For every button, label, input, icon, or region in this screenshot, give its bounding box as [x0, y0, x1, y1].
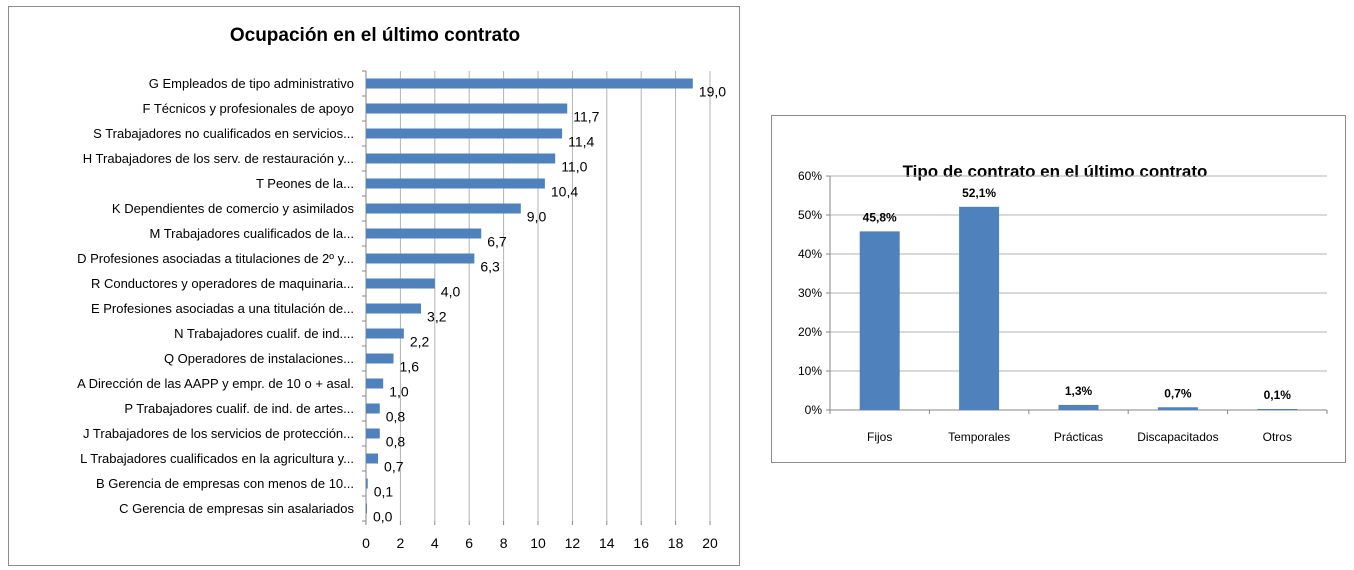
category-label: Fijos	[867, 430, 892, 444]
value-label: 6,3	[480, 259, 500, 275]
bar	[959, 206, 1000, 410]
category-label: P Trabajadores cualif. de ind. de artes.…	[124, 401, 354, 416]
x-tick-label: 10	[530, 535, 546, 551]
bar	[366, 278, 435, 289]
value-label: 52,1%	[962, 186, 996, 200]
bar	[366, 178, 545, 189]
bar	[366, 328, 404, 339]
bar	[366, 303, 422, 314]
occupation-chart: Ocupación en el último contrato 0 2 4 6 8 10 1…	[8, 6, 740, 566]
value-label: 6,7	[487, 234, 507, 250]
bar	[859, 231, 900, 410]
category-label: Prácticas	[1054, 430, 1103, 444]
bar	[366, 203, 521, 214]
x-tick-label: 12	[565, 535, 581, 551]
bar	[1157, 407, 1198, 410]
bar	[366, 253, 475, 264]
value-label: 1,3%	[1065, 384, 1093, 398]
occupation-chart-title: Ocupación en el último contrato	[230, 25, 520, 46]
category-label: H Trabajadores de los serv. de restaurac…	[83, 151, 354, 166]
value-label: 1,0	[389, 384, 409, 400]
x-tick-label: 6	[465, 535, 473, 551]
x-tick-label: 18	[668, 535, 684, 551]
category-label: Otros	[1263, 430, 1292, 444]
bar	[366, 403, 380, 414]
bar	[366, 78, 693, 89]
category-label: E Profesiones asociadas a una titulación…	[91, 301, 354, 316]
category-label: L Trabajadores cualificados en la agricu…	[80, 451, 354, 466]
bar	[366, 503, 367, 514]
value-label: 11,0	[561, 159, 587, 175]
category-label: R Conductores y operadores de maquinaria…	[91, 276, 354, 291]
category-label: N Trabajadores cualif. de ind....	[174, 326, 354, 341]
value-label: 4,0	[441, 284, 461, 300]
bar	[366, 103, 568, 114]
contract-type-chart-title: Tipo de contrato en el último contrato	[903, 162, 1208, 181]
bar	[366, 453, 379, 464]
category-label: T Peones de la...	[256, 176, 354, 191]
bar	[366, 153, 556, 164]
category-label: S Trabajadores no cualificados en servic…	[93, 126, 354, 141]
value-label: 11,7	[573, 109, 599, 125]
value-label: 45,8%	[863, 210, 897, 224]
category-label: A Dirección de las AAPP y empr. de 10 o …	[77, 376, 354, 391]
x-tick-label: 4	[431, 535, 439, 551]
bar	[1257, 409, 1298, 410]
value-label: 2,2	[410, 334, 430, 350]
value-label: 0,1%	[1264, 388, 1292, 402]
category-label: B Gerencia de empresas con menos de 10..…	[96, 476, 354, 491]
value-label: 0,8	[386, 434, 406, 450]
category-label: Discapacitados	[1137, 430, 1218, 444]
bar	[366, 378, 384, 389]
bar	[366, 428, 380, 439]
x-tick-label: 14	[599, 535, 615, 551]
value-label: 10,4	[551, 184, 578, 200]
bar	[366, 228, 482, 239]
bar	[366, 128, 563, 139]
occupation-chart-svg: Ocupación en el último contrato 0 2 4 6 8 10 1…	[77, 25, 726, 551]
value-label: 0,8	[386, 409, 406, 425]
value-label: 0,7	[384, 459, 404, 475]
y-tick-label: 20%	[798, 325, 822, 339]
value-label: 0,1	[374, 484, 394, 500]
x-tick-label: 20	[702, 535, 718, 551]
x-tick-label: 8	[500, 535, 508, 551]
category-label: Q Operadores de instalaciones...	[164, 351, 354, 366]
value-label: 0,7%	[1164, 386, 1192, 400]
x-tick-label: 0	[362, 535, 370, 551]
x-tick-label: 2	[397, 535, 405, 551]
y-tick-label: 60%	[798, 169, 822, 183]
bar	[366, 478, 368, 489]
contract-type-chart-svg: Tipo de contrato en el último contrato 0…	[798, 162, 1328, 444]
category-label: M Trabajadores cualificados de la...	[150, 226, 355, 241]
category-label: F Técnicos y profesionales de apoyo	[143, 101, 355, 116]
category-label: C Gerencia de empresas sin asalariados	[119, 501, 354, 516]
y-tick-label: 50%	[798, 208, 822, 222]
y-tick-label: 0%	[805, 403, 823, 417]
category-label: J Trabajadores de los servicios de prote…	[83, 426, 354, 441]
y-tick-label: 40%	[798, 247, 822, 261]
y-tick-label: 30%	[798, 286, 822, 300]
category-label: D Profesiones asociadas a titulaciones d…	[77, 251, 354, 266]
value-label: 1,6	[400, 359, 420, 375]
value-label: 19,0	[699, 84, 726, 100]
value-label: 9,0	[527, 209, 547, 225]
value-label: 0,0	[373, 509, 393, 525]
category-label: K Dependientes de comercio y asimilados	[112, 201, 355, 216]
x-tick-label: 16	[633, 535, 649, 551]
category-label: Temporales	[948, 430, 1010, 444]
bar	[366, 353, 394, 364]
bar	[1058, 404, 1099, 410]
category-label: G Empleados de tipo administrativo	[149, 76, 354, 91]
y-tick-label: 10%	[798, 364, 822, 378]
value-label: 3,2	[427, 309, 447, 325]
value-label: 11,4	[568, 134, 594, 150]
contract-type-chart: Tipo de contrato en el último contrato 0…	[771, 115, 1346, 463]
